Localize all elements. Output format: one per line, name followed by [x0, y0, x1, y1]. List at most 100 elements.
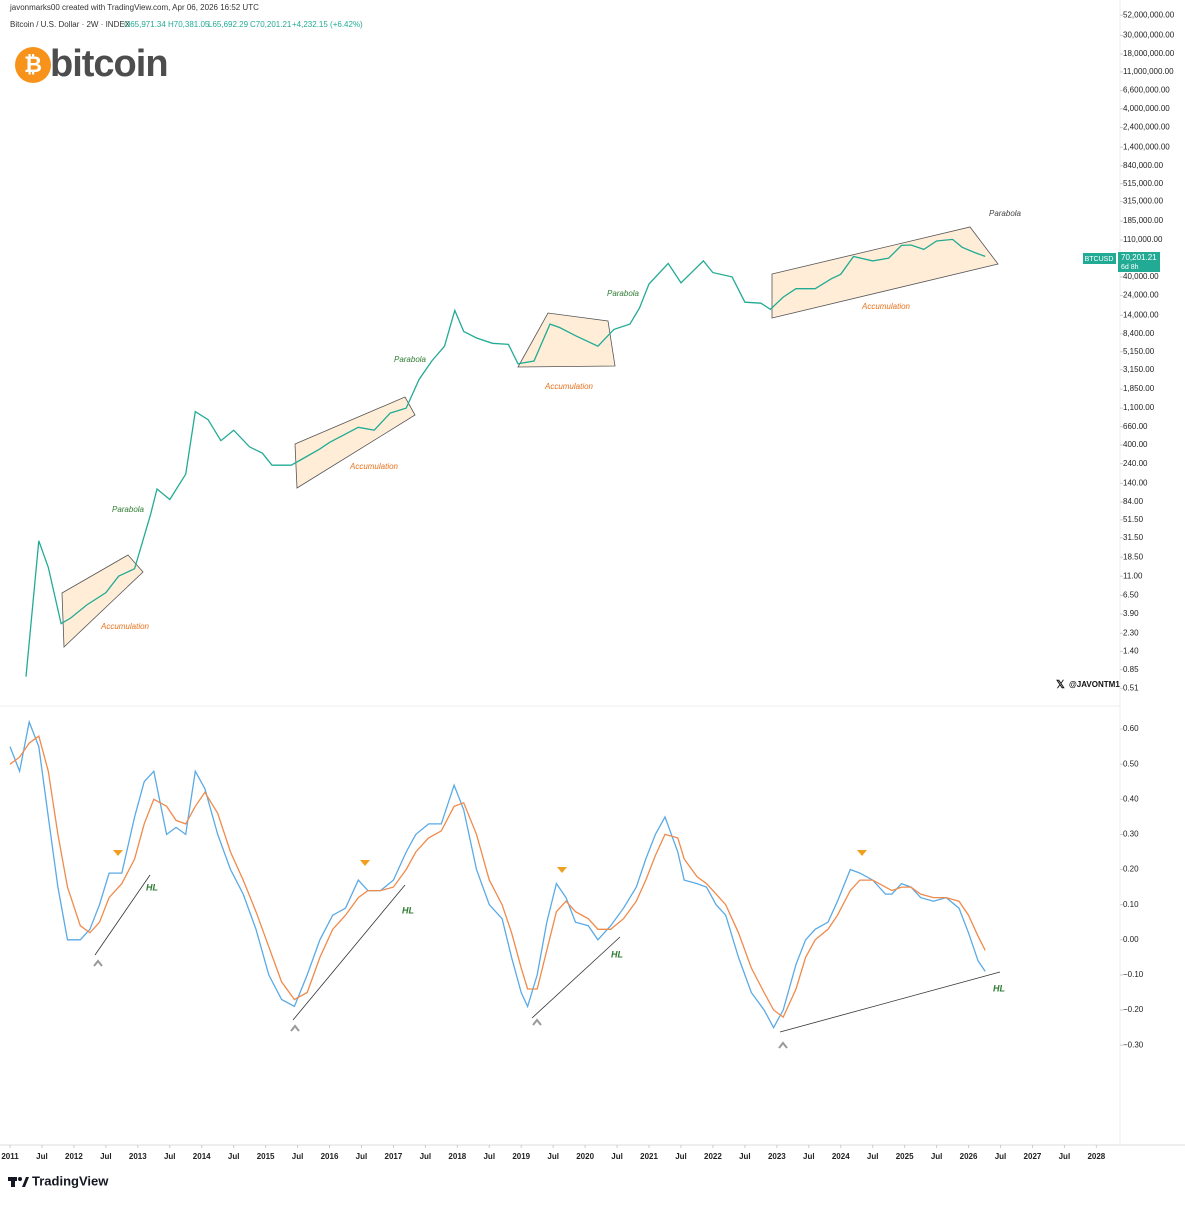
x-tick-label: 2025 — [896, 1152, 914, 1161]
y-tick-label: 1,400,000.00 — [1123, 142, 1170, 151]
footer-brand: TradingView — [32, 1173, 109, 1188]
marker — [113, 850, 123, 856]
x-logo: 𝕏 — [1056, 679, 1065, 691]
channel — [771, 226, 999, 319]
x-tick-label: Jul — [931, 1152, 943, 1161]
y-tick-label: 18.50 — [1123, 552, 1144, 561]
x-tick-label: 2023 — [768, 1152, 786, 1161]
logo-slash — [22, 1177, 29, 1187]
marker — [557, 867, 567, 873]
annotation: Accumulation — [544, 382, 594, 391]
chevron — [93, 959, 103, 967]
y-tick-label: −0.10 — [1123, 970, 1144, 979]
annotation: Parabola — [112, 505, 145, 514]
y-tick-label: 52,000,000.00 — [1123, 10, 1175, 19]
y-tick-label: 240.00 — [1123, 459, 1148, 468]
y-tick-label: 110,000.00 — [1123, 235, 1163, 244]
x-tick-label: Jul — [739, 1152, 751, 1161]
logo-text: bitcoin — [50, 43, 168, 85]
ohlc-low: L65,692.29 — [208, 20, 249, 29]
chevrons — [93, 959, 788, 1049]
y-tick-label: 315,000.00 — [1123, 197, 1164, 206]
y-tick-label: 0.30 — [1123, 830, 1139, 839]
x-tick-label: Jul — [1059, 1152, 1071, 1161]
marker — [857, 850, 867, 856]
y-tick-label: 18,000,000.00 — [1123, 49, 1175, 58]
footer-logo — [8, 1177, 29, 1187]
watermark: @JAVONTM1 — [1069, 680, 1120, 689]
y-tick-label: 11,000,000.00 — [1123, 67, 1174, 76]
credit: javonmarks00 created with TradingView.co… — [9, 3, 259, 12]
y-tick-label: 660.00 — [1123, 422, 1148, 431]
x-tick-label: Jul — [675, 1152, 687, 1161]
symbol: Bitcoin / U.S. Dollar · 2W · INDEX — [10, 20, 131, 29]
x-tick-label: Jul — [995, 1152, 1007, 1161]
x-tick-label: 2015 — [257, 1152, 275, 1161]
x-tick-label: Jul — [547, 1152, 559, 1161]
arrow — [779, 971, 1001, 1033]
channels — [61, 226, 999, 648]
signal-markers — [113, 850, 867, 873]
annotation: Parabola — [989, 209, 1022, 218]
x-tick-label: Jul — [356, 1152, 368, 1161]
y-tick-label: 51.50 — [1123, 515, 1144, 524]
y-tick-label: 0.00 — [1123, 935, 1139, 944]
y-tick-label: 0.50 — [1123, 759, 1139, 768]
annotation: HL — [993, 983, 1005, 993]
x-tick-label: 2017 — [385, 1152, 403, 1161]
x-tick-label: 2011 — [1, 1152, 19, 1161]
x-tick-label: 2013 — [129, 1152, 147, 1161]
y-tick-label: 40,000.00 — [1123, 272, 1159, 281]
y-tick-label: 8,400.00 — [1123, 329, 1155, 338]
y-tick-label: 1,850.00 — [1123, 384, 1155, 393]
y-tick-label: 5,150.00 — [1123, 347, 1155, 356]
x-tick-label: 2022 — [704, 1152, 722, 1161]
y-tick-label: 840,000.00 — [1123, 161, 1164, 170]
annotation: HL — [146, 882, 158, 892]
ohlc-change: +4,232.15 (+6.42%) — [292, 20, 363, 29]
y-tick-label: 31.50 — [1123, 533, 1144, 542]
ohlc-close: C70,201.21 — [250, 20, 292, 29]
annotation: Accumulation — [861, 302, 911, 311]
x-tick-label: 2018 — [448, 1152, 466, 1161]
y-tick-label: −0.20 — [1123, 1005, 1144, 1014]
y-tick-label: 11.00 — [1123, 571, 1143, 580]
ohlc-open: O65,971.34 — [124, 20, 166, 29]
channel — [61, 554, 144, 648]
y-tick-label: 1,100.00 — [1123, 403, 1155, 412]
x-tick-label: Jul — [228, 1152, 240, 1161]
y-tick-label: 0.51 — [1123, 683, 1139, 692]
x-tick-label: 2016 — [321, 1152, 339, 1161]
tag-symbol: BTCUSD — [1085, 256, 1114, 263]
chevron — [532, 1018, 542, 1026]
x-tick-label: 2024 — [832, 1152, 850, 1161]
y-tick-label: 0.60 — [1123, 724, 1139, 733]
y-tick-label: 1.40 — [1123, 647, 1139, 656]
y-tick-label: 0.85 — [1123, 665, 1139, 674]
x-tick-label: 2020 — [576, 1152, 594, 1161]
arrow — [531, 936, 621, 1019]
y-tick-label: 0.10 — [1123, 900, 1139, 909]
annotation: Accumulation — [349, 462, 399, 471]
chevron — [290, 1024, 300, 1032]
x-tick-label: Jul — [100, 1152, 112, 1161]
y-tick-label: 0.20 — [1123, 865, 1139, 874]
logo-bar — [11, 1177, 15, 1187]
y-tick-label: 2,400,000.00 — [1123, 123, 1170, 132]
series-line — [9, 719, 986, 1029]
channel — [517, 312, 616, 368]
x-tick-label: Jul — [483, 1152, 495, 1161]
trend-arrows — [94, 874, 1001, 1033]
x-tick-label: Jul — [164, 1152, 176, 1161]
series-line — [25, 238, 986, 677]
x-tick-label: Jul — [36, 1152, 48, 1161]
x-tick-label: 2021 — [640, 1152, 658, 1161]
y-tick-label: 515,000.00 — [1123, 179, 1164, 188]
y-tick-label: 6,600,000.00 — [1123, 86, 1170, 95]
x-tick-label: Jul — [803, 1152, 815, 1161]
logo-symbol: ₿ — [24, 52, 42, 77]
tag-price: 70,201.21 — [1121, 253, 1157, 262]
annotation: HL — [611, 949, 623, 959]
x-tick-label: Jul — [420, 1152, 432, 1161]
